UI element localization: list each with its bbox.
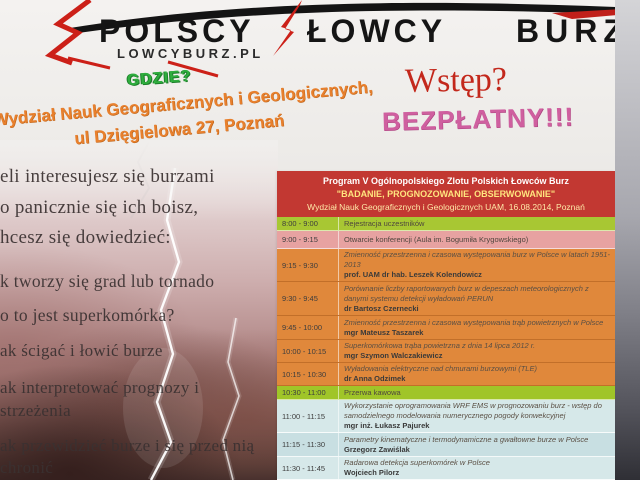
- table-row: 10:30 - 11:00 Przerwa kawowa: [277, 386, 615, 400]
- table-row: 8:00 - 9:00 Rejestracja uczestników: [277, 217, 615, 231]
- row-content: Wykorzystanie oprogramowania WRF EMS w p…: [339, 400, 615, 432]
- storm-photo: eli interesujesz się burzami o panicznie …: [0, 140, 278, 480]
- table-row: 10:15 - 10:30 Wyładowania elektryczne nad…: [277, 363, 615, 386]
- row-speaker: prof. UAM dr hab. Leszek Kolendowicz: [344, 270, 482, 279]
- row-topic: Rejestracja uczestników: [344, 218, 425, 228]
- logo-word-polscy: POLSCY: [99, 13, 255, 49]
- row-time: 11:15 - 11:30: [277, 433, 339, 456]
- table-row: 11:00 - 11:15 Wykorzystanie oprogramowani…: [277, 400, 615, 433]
- intro-line: o to jest superkomórka?: [0, 305, 175, 325]
- row-time: 9:00 - 9:15: [277, 231, 339, 248]
- row-time: 11:30 - 11:45: [277, 457, 339, 479]
- row-topic: Otwarcie konferencji (Aula im. Bogumiła …: [344, 234, 529, 244]
- admission-answer: BEZPŁATNY!!!: [381, 101, 575, 137]
- schedule-header: Program V Ogólnopolskiego Zlotu Polskich…: [277, 171, 615, 217]
- admission-question: Wstęp?: [404, 61, 508, 100]
- row-topic: Zmienność przestrzenna i czasowa występo…: [344, 250, 610, 269]
- row-time: 9:45 - 10:00: [277, 316, 339, 339]
- row-speaker: mgr inż. Łukasz Pajurek: [344, 421, 430, 430]
- row-topic: Radarowa detekcja superkomórek w Polsce: [344, 458, 490, 467]
- schedule-table: Program V Ogólnopolskiego Zlotu Polskich…: [277, 171, 615, 480]
- row-content: Superkomórkowa trąba powietrzna z dnia 1…: [339, 340, 615, 362]
- row-content: Parametry kinematyczne i termodynamiczne…: [339, 433, 615, 456]
- intro-line: ak przewidzieć burze i się przed nią: [0, 436, 255, 455]
- table-row: 9:30 - 9:45 Porównanie liczby raportowany…: [277, 282, 615, 316]
- row-time: 10:30 - 11:00: [277, 386, 339, 399]
- row-speaker: Wojciech Pilorz: [344, 468, 400, 477]
- table-row: 9:15 - 9:30 Zmienność przestrzenna i czas…: [277, 249, 615, 282]
- table-row: 9:45 - 10:00 Zmienność przestrzenna i cza…: [277, 316, 615, 340]
- row-content: Wyładowania elektryczne nad chmurami bur…: [339, 363, 615, 385]
- row-speaker: Grzegorz Zawiślak: [344, 444, 410, 454]
- row-content: Rejestracja uczestników: [339, 217, 615, 230]
- schedule-title: Program V Ogólnopolskiego Zlotu Polskich…: [322, 176, 570, 186]
- row-topic: Porównanie liczby raportowanych burz w d…: [344, 283, 589, 303]
- row-content: Zmienność przestrzenna i czasowa występo…: [339, 249, 615, 281]
- row-topic: Wykorzystanie oprogramowania WRF EMS w p…: [344, 401, 602, 420]
- lightning-bolt-icon: [44, 0, 92, 66]
- row-topic: Zmienność przestrzenna i czasowa występo…: [344, 317, 604, 327]
- row-content: Otwarcie konferencji (Aula im. Bogumiła …: [339, 231, 615, 248]
- intro-line: hcesz się dowiedzieć:: [0, 227, 171, 248]
- row-content: Przerwa kawowa: [339, 386, 615, 399]
- row-time: 11:00 - 11:15: [277, 400, 339, 432]
- row-content: Radarowa detekcja superkomórek w Polsce W…: [339, 457, 615, 479]
- row-content: Porównanie liczby raportowanych burz w d…: [339, 282, 615, 315]
- table-row: 11:15 - 11:30 Parametry kinematyczne i te…: [277, 433, 615, 457]
- row-time: 10:00 - 10:15: [277, 340, 339, 362]
- background-wall-strip: [615, 0, 640, 480]
- row-topic: Superkomórkowa trąba powietrzna z dnia 1…: [344, 341, 536, 350]
- row-topic: Przerwa kawowa: [344, 387, 401, 397]
- intro-line: chronić: [0, 458, 54, 477]
- schedule-rows: 8:00 - 9:00 Rejestracja uczestników 9:00 -…: [277, 217, 615, 480]
- intro-line: ak ścigać i łowić burze: [0, 341, 163, 360]
- row-speaker: mgr Mateusz Taszarek: [344, 327, 424, 337]
- table-row: 9:00 - 9:15 Otwarcie konferencji (Aula im…: [277, 231, 615, 249]
- intro-line: ak interpretować prognozy i: [0, 378, 200, 397]
- lightning-bolt-icon: [273, 0, 302, 56]
- logo-word-lowcy: ŁOWCY: [307, 13, 447, 49]
- schedule-subtitle: "BADANIE, PROGNOZOWANIE, OBSERWOWANIE": [336, 189, 556, 199]
- where-label: GDZIE?: [126, 67, 193, 90]
- row-topic: Wyładowania elektryczne nad chmurami bur…: [344, 364, 537, 373]
- logo-word-burz: BURZ: [516, 13, 629, 49]
- schedule-venue: Wydział Nauk Geograficznych i Geologiczn…: [307, 202, 585, 212]
- intro-line: k tworzy się grad lub tornado: [0, 271, 215, 291]
- row-time: 8:00 - 9:00: [277, 217, 339, 230]
- photo-top-fade: [0, 140, 278, 220]
- row-time: 10:15 - 10:30: [277, 363, 339, 385]
- website-label: LOWCYBURZ.PL: [117, 46, 264, 61]
- row-speaker: dr Bartosz Czernecki: [344, 303, 419, 313]
- intro-line: eli interesujesz się burzami: [0, 166, 215, 187]
- lightning-flash-icon: [123, 140, 242, 480]
- row-time: 9:15 - 9:30: [277, 249, 339, 281]
- row-content: Zmienność przestrzenna i czasowa występo…: [339, 316, 615, 339]
- intro-line: strzeżenia: [0, 401, 71, 420]
- table-row: 10:00 - 10:15 Superkomórkowa trąba powiet…: [277, 340, 615, 363]
- table-row: 11:30 - 11:45 Radarowa detekcja superkomó…: [277, 457, 615, 480]
- row-speaker: dr Anna Odzimek: [344, 374, 406, 383]
- intro-line: o panicznie się ich boisz,: [0, 197, 199, 218]
- row-topic: Parametry kinematyczne i termodynamiczne…: [344, 434, 589, 444]
- row-speaker: mgr Szymon Walczakiewicz: [344, 351, 443, 360]
- row-time: 9:30 - 9:45: [277, 282, 339, 315]
